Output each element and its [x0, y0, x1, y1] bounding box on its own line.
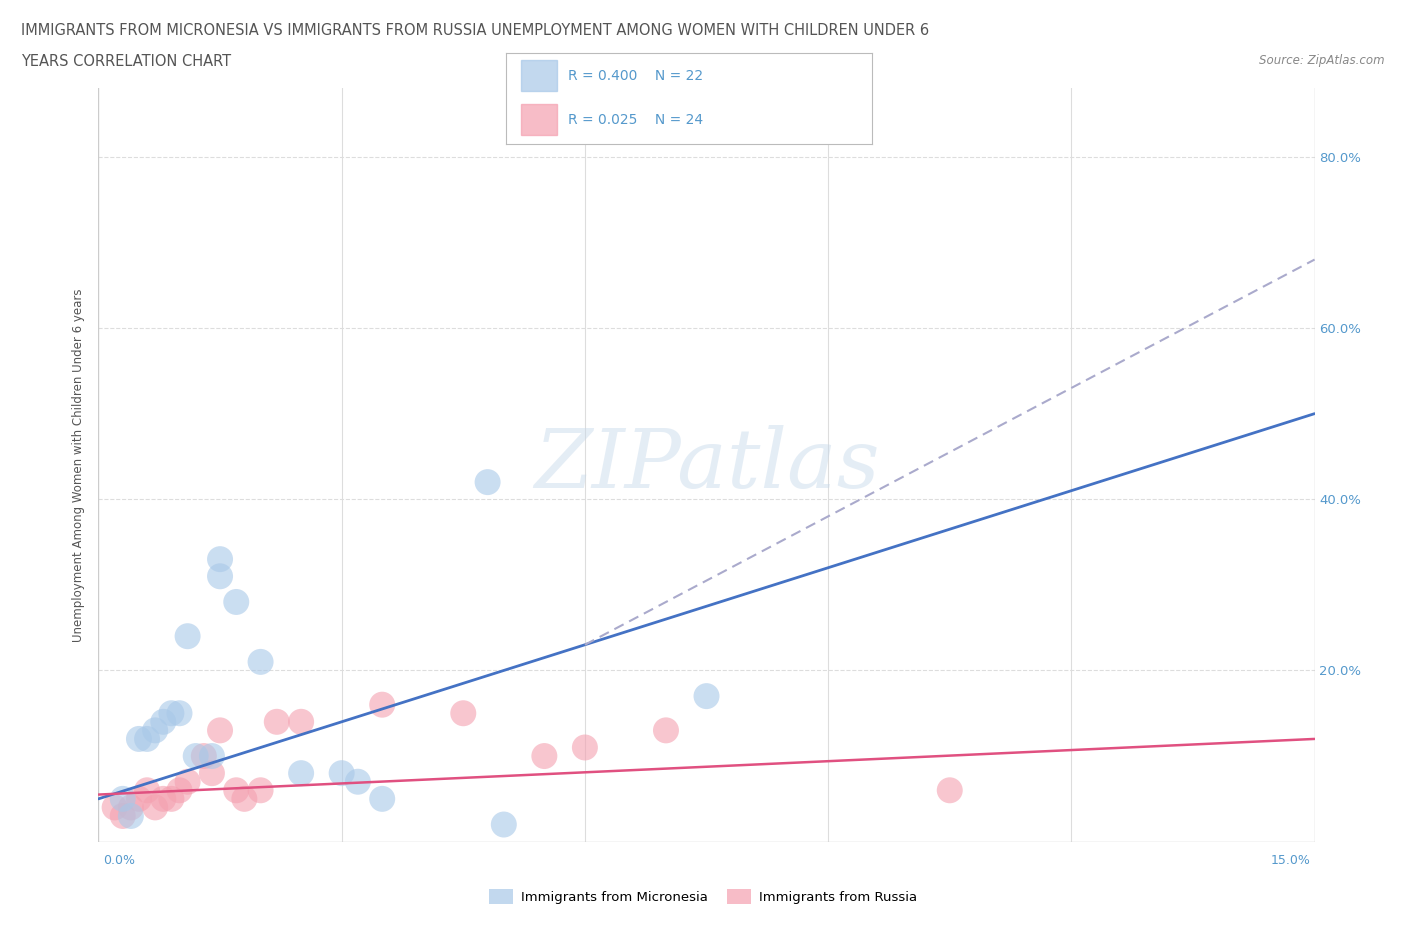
- Point: [128, 732, 150, 747]
- Point: [136, 783, 159, 798]
- Point: [128, 791, 150, 806]
- Point: [143, 723, 166, 737]
- Point: [209, 723, 232, 737]
- Point: [939, 783, 962, 798]
- Point: [111, 808, 134, 823]
- Text: 0.0%: 0.0%: [103, 854, 135, 867]
- Point: [136, 732, 159, 747]
- Point: [233, 791, 256, 806]
- Point: [225, 783, 247, 798]
- Point: [152, 791, 174, 806]
- Point: [655, 723, 678, 737]
- Point: [184, 749, 207, 764]
- Point: [371, 791, 394, 806]
- Point: [371, 698, 394, 712]
- Point: [111, 791, 134, 806]
- Point: [176, 775, 198, 790]
- Point: [574, 740, 596, 755]
- Text: Source: ZipAtlas.com: Source: ZipAtlas.com: [1260, 54, 1385, 67]
- Text: R = 0.025    N = 24: R = 0.025 N = 24: [568, 113, 703, 126]
- Point: [533, 749, 555, 764]
- Point: [104, 800, 127, 815]
- Point: [209, 551, 232, 566]
- Point: [143, 800, 166, 815]
- Text: ZIPatlas: ZIPatlas: [534, 425, 879, 505]
- Point: [201, 749, 224, 764]
- Text: IMMIGRANTS FROM MICRONESIA VS IMMIGRANTS FROM RUSSIA UNEMPLOYMENT AMONG WOMEN WI: IMMIGRANTS FROM MICRONESIA VS IMMIGRANTS…: [21, 23, 929, 38]
- Point: [696, 689, 718, 704]
- Bar: [520, 104, 557, 135]
- Point: [176, 629, 198, 644]
- Bar: [520, 60, 557, 91]
- Point: [330, 765, 353, 780]
- Point: [209, 569, 232, 584]
- Point: [249, 655, 271, 670]
- Text: R = 0.400    N = 22: R = 0.400 N = 22: [568, 69, 703, 84]
- Point: [453, 706, 475, 721]
- Point: [477, 474, 499, 489]
- Point: [290, 714, 312, 729]
- Point: [169, 706, 191, 721]
- Point: [249, 783, 271, 798]
- Point: [492, 817, 515, 832]
- Point: [169, 783, 191, 798]
- Point: [347, 775, 370, 790]
- Text: 15.0%: 15.0%: [1271, 854, 1310, 867]
- Point: [290, 765, 312, 780]
- Point: [266, 714, 288, 729]
- Point: [152, 714, 174, 729]
- Point: [160, 706, 183, 721]
- Point: [160, 791, 183, 806]
- Point: [193, 749, 215, 764]
- Point: [201, 765, 224, 780]
- Y-axis label: Unemployment Among Women with Children Under 6 years: Unemployment Among Women with Children U…: [72, 288, 86, 642]
- Text: YEARS CORRELATION CHART: YEARS CORRELATION CHART: [21, 54, 231, 69]
- Point: [120, 800, 142, 815]
- Point: [225, 594, 247, 609]
- Point: [120, 808, 142, 823]
- Legend: Immigrants from Micronesia, Immigrants from Russia: Immigrants from Micronesia, Immigrants f…: [484, 884, 922, 910]
